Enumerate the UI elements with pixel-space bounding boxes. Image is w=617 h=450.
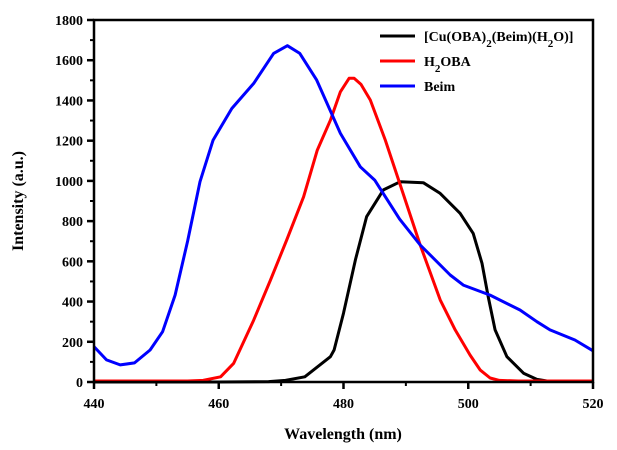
legend-label: [Cu(OBA)2(Beim)(H2O)]: [424, 30, 573, 50]
x-tick-label: 480: [333, 397, 354, 412]
series-line: [94, 76, 593, 383]
axes: 440 460 480 500 520 0 200 400 600 800 1000 1200 1400…: [55, 14, 604, 412]
series-line: [94, 180, 593, 384]
y-tick-label: 1000: [55, 175, 83, 190]
y-tick-label: 1800: [55, 14, 83, 29]
y-axis-label: Intensity (a.u.): [10, 151, 27, 251]
plot-area: [92, 44, 594, 384]
y-tick-label: 1400: [55, 94, 83, 109]
plot-frame: [92, 18, 595, 384]
series-line: [92, 44, 594, 367]
y-tick-label: 1200: [55, 135, 83, 150]
y-tick-label: 400: [62, 296, 83, 311]
legend: [Cu(OBA)2(Beim)(H2O)] H2OBA Beim: [380, 30, 573, 95]
x-tick-label: 460: [208, 397, 229, 412]
y-tick-label: 0: [76, 376, 83, 391]
y-tick-label: 600: [62, 255, 83, 270]
x-axis-label: Wavelength (nm): [284, 426, 402, 443]
y-tick-label: 800: [62, 215, 83, 230]
y-tick-label: 1600: [55, 54, 83, 69]
x-tick-label: 440: [84, 397, 105, 412]
y-tick-label: 200: [62, 336, 83, 351]
legend-label: H2OBA: [424, 55, 472, 75]
x-tick-label: 500: [458, 397, 479, 412]
x-tick-label: 520: [583, 397, 604, 412]
legend-label: Beim: [424, 80, 455, 95]
